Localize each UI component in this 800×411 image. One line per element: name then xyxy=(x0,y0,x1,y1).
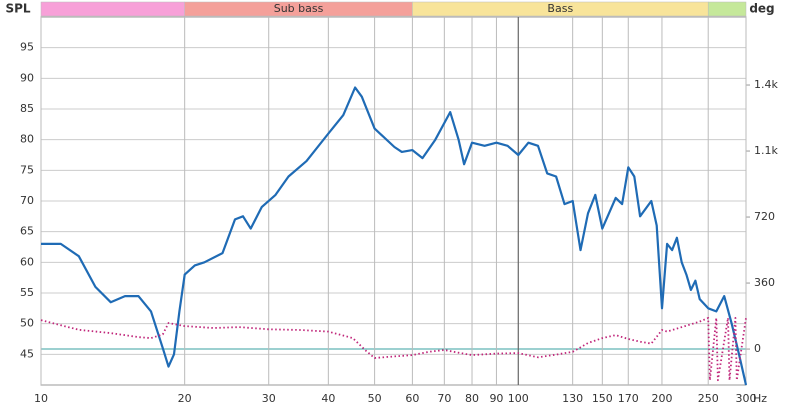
x-tick-label: 40 xyxy=(321,392,335,405)
y-tick-label: 65 xyxy=(20,225,34,238)
x-tick-label: 250 xyxy=(698,392,719,405)
x-tick-label: 90 xyxy=(489,392,503,405)
x-axis-unit: Hz xyxy=(753,392,767,405)
band-label: Bass xyxy=(547,2,573,15)
y-tick-label: 80 xyxy=(20,133,34,146)
y-axis-label: SPL xyxy=(5,2,30,16)
y-tick-label: 70 xyxy=(20,194,34,207)
x-tick-label: 30 xyxy=(262,392,276,405)
x-tick-label: 10 xyxy=(34,392,48,405)
y2-axis-label: deg xyxy=(749,2,774,16)
x-tick-label: 150 xyxy=(592,392,613,405)
x-tick-label: 70 xyxy=(437,392,451,405)
y2-tick-label: 1.4k xyxy=(754,78,778,91)
band xyxy=(40,1,185,17)
x-tick-label: 170 xyxy=(618,392,639,405)
y-tick-label: 45 xyxy=(20,347,34,360)
y-tick-label: 55 xyxy=(20,286,34,299)
band-label: Sub bass xyxy=(274,2,324,15)
y2-tick-label: 1.1k xyxy=(754,144,778,157)
x-tick-label: 100 xyxy=(508,392,529,405)
y-tick-label: 50 xyxy=(20,317,34,330)
y2-tick-label: 360 xyxy=(754,276,775,289)
y2-tick-label: 720 xyxy=(754,210,775,223)
y-tick-label: 60 xyxy=(20,255,34,268)
x-tick-label: 20 xyxy=(178,392,192,405)
x-tick-label: 80 xyxy=(465,392,479,405)
x-tick-label: 60 xyxy=(405,392,419,405)
x-tick-label: 50 xyxy=(368,392,382,405)
y2-tick-label: 0 xyxy=(754,342,761,355)
x-tick-label: 130 xyxy=(562,392,583,405)
x-tick-label: 300 xyxy=(736,392,757,405)
y-tick-label: 75 xyxy=(20,163,34,176)
spl-line xyxy=(41,86,748,386)
y-tick-label: 85 xyxy=(20,102,34,115)
y-tick-label: 90 xyxy=(20,71,34,84)
y-tick-label: 95 xyxy=(20,41,34,54)
band xyxy=(707,1,747,17)
x-tick-label: 200 xyxy=(651,392,672,405)
